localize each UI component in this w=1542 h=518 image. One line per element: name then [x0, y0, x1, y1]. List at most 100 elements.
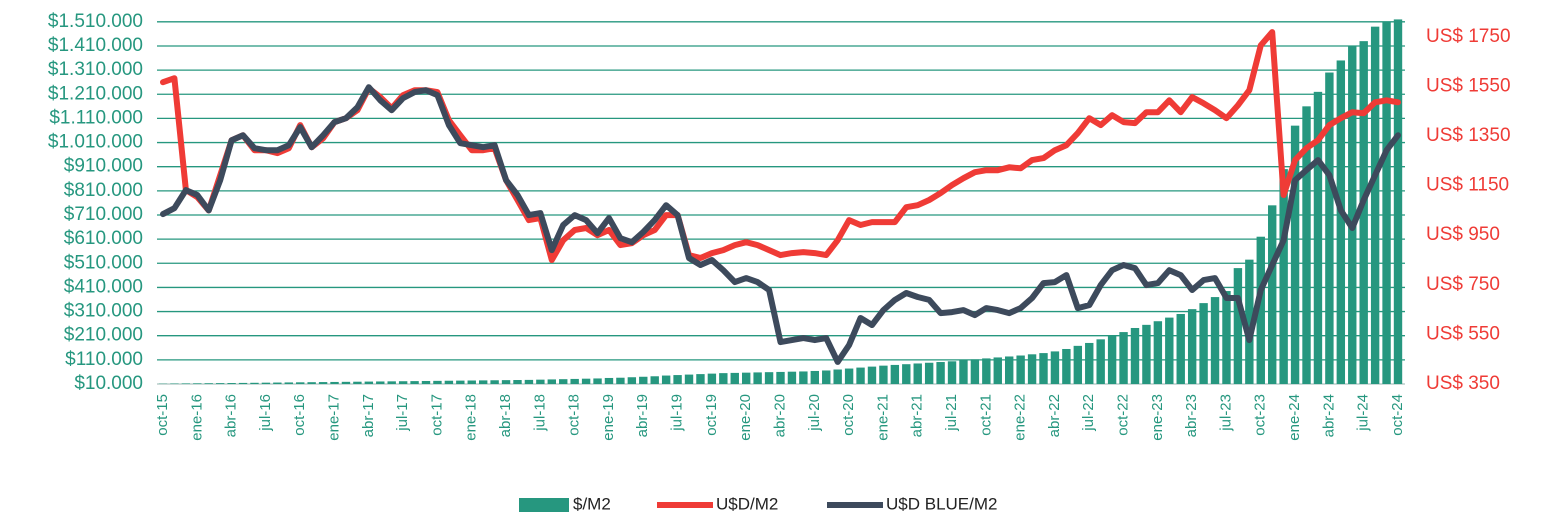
x-tick-label: abr-20: [771, 394, 788, 437]
x-tick-label: oct-17: [428, 394, 445, 436]
bar: [341, 381, 351, 384]
bar: [616, 377, 625, 384]
bar: [1130, 327, 1140, 384]
line: [160, 29, 1401, 263]
x-tick-label: oct-22: [1115, 394, 1132, 436]
x-tick-label: abr-22: [1046, 394, 1063, 437]
bar: [1107, 335, 1117, 384]
x-tick-label: oct-15: [154, 394, 171, 436]
bar: [215, 383, 225, 384]
bar: [764, 372, 774, 384]
x-tick-label: oct-24: [1389, 394, 1406, 436]
bar: [741, 372, 751, 384]
y-tick-label: $610.000: [64, 228, 143, 249]
bar: [284, 382, 293, 384]
bar: [890, 364, 900, 384]
y-tick-label: $1.210.000: [48, 83, 143, 104]
bar: [879, 365, 888, 384]
bar: [1096, 339, 1105, 384]
x-tick-label: abr-24: [1320, 394, 1337, 437]
bar: [1039, 353, 1048, 384]
bar: [673, 375, 682, 384]
bar: [524, 379, 534, 384]
bar: [696, 374, 705, 384]
bar: [376, 381, 385, 384]
bar: [856, 367, 865, 384]
x-tick-label: jul-22: [1080, 394, 1097, 432]
bar: [1290, 125, 1300, 385]
bar: [1176, 313, 1185, 384]
bar: [799, 371, 808, 384]
bar: [593, 378, 602, 384]
y-tick-label: $1.410.000: [48, 35, 143, 56]
y2-tick-label: US$ 750: [1426, 274, 1500, 295]
bar: [444, 380, 454, 384]
y-tick-label: $910.000: [64, 156, 143, 177]
bar: [204, 383, 213, 384]
x-tick-label: ene-20: [737, 394, 754, 441]
bar: [970, 359, 980, 384]
bar: [1382, 21, 1391, 384]
bar: [1199, 303, 1208, 384]
bar: [1359, 41, 1368, 384]
bar: [307, 382, 316, 384]
x-tick-label: ene-22: [1012, 394, 1029, 441]
bar: [398, 381, 408, 384]
bar: [421, 380, 431, 384]
bar: [581, 378, 591, 384]
bar: [776, 371, 785, 384]
bar: [1142, 324, 1151, 384]
bar: [227, 383, 236, 384]
bar: [1336, 60, 1346, 385]
x-tick-label: abr-23: [1183, 394, 1200, 437]
bar: [1050, 351, 1060, 384]
x-tick-label: oct-20: [840, 394, 857, 436]
bar: [822, 370, 831, 384]
bar: [719, 373, 728, 384]
bar: [1348, 45, 1357, 384]
x-tick-label: jul-18: [531, 394, 548, 432]
bar: [1016, 355, 1025, 384]
bar: [1073, 345, 1083, 384]
bar: [650, 376, 659, 384]
legend-label: U$D BLUE/M2: [886, 494, 997, 513]
x-tick-label: abr-18: [497, 394, 514, 437]
bar: [604, 377, 614, 384]
bar: [1393, 19, 1403, 384]
y-tick-label: $710.000: [64, 204, 143, 225]
y-tick-label: $1.510.000: [48, 11, 143, 32]
x-tick-label: oct-23: [1252, 394, 1269, 436]
bar: [947, 361, 957, 384]
y2-tick-label: US$ 1750: [1426, 26, 1511, 47]
y-tick-label: $410.000: [64, 276, 143, 297]
bar: [1268, 205, 1277, 384]
bar: [261, 382, 271, 384]
bar: [1085, 342, 1094, 384]
bar: [456, 380, 465, 384]
y-tick-label: $10.000: [74, 373, 143, 394]
x-tick-label: oct-18: [566, 394, 583, 436]
x-tick-label: jul-17: [394, 394, 411, 432]
bar: [387, 381, 396, 384]
y-tick-label: $310.000: [64, 301, 143, 322]
x-tick-label: abr-16: [223, 394, 240, 437]
bar: [1165, 317, 1174, 384]
bar: [787, 371, 797, 384]
bar: [913, 363, 922, 384]
x-tick-label: jul-19: [669, 394, 686, 432]
y2-tick-label: US$ 1350: [1426, 125, 1511, 146]
bar: [318, 382, 328, 384]
bar: [684, 374, 694, 384]
y-tick-label: $810.000: [64, 180, 143, 201]
bar: [959, 360, 968, 384]
y2-tick-label: US$ 350: [1426, 373, 1500, 394]
bar: [833, 369, 842, 384]
x-tick-label: jul-20: [806, 394, 823, 432]
bar: [410, 381, 419, 384]
bar: [1302, 106, 1311, 385]
bar: [1222, 291, 1231, 384]
x-tick-label: jul-16: [257, 394, 274, 432]
bar: [1233, 268, 1243, 384]
legend-label: U$D/M2: [716, 494, 778, 513]
